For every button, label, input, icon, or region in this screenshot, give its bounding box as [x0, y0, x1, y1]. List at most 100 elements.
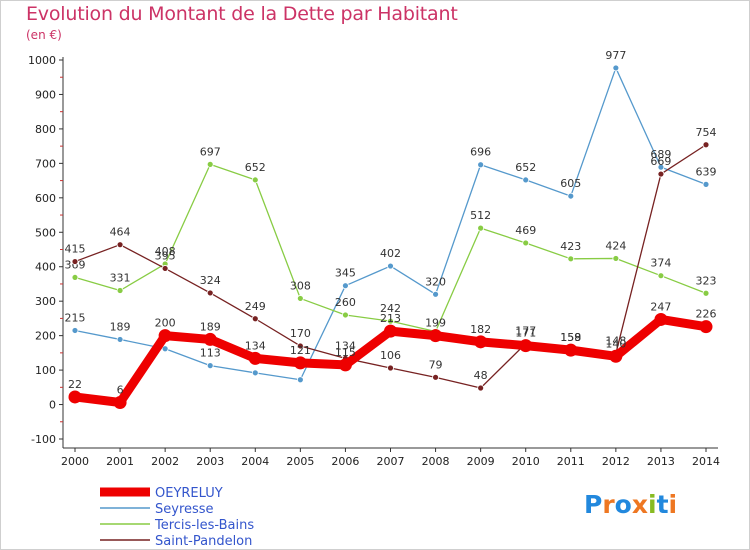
data-label: 48 — [474, 369, 488, 382]
logo-letter: i — [668, 490, 678, 519]
data-label: 669 — [650, 155, 671, 168]
data-label: 345 — [335, 267, 356, 280]
data-label: 242 — [380, 302, 401, 315]
data-point — [296, 376, 304, 384]
x-tick-label: 2011 — [557, 455, 585, 468]
data-label: 158 — [560, 331, 581, 344]
data-label: 247 — [650, 300, 671, 313]
data-label: 106 — [380, 349, 401, 362]
data-point — [477, 224, 485, 232]
x-tick-label: 2009 — [467, 455, 495, 468]
data-label: 189 — [110, 320, 131, 333]
data-point — [342, 282, 349, 290]
x-tick-label: 2004 — [241, 455, 269, 468]
data-label: 115 — [335, 346, 356, 359]
data-label: 182 — [470, 323, 491, 336]
data-point — [657, 170, 665, 178]
data-label: 213 — [380, 312, 401, 325]
data-point — [387, 317, 394, 325]
data-point — [567, 255, 575, 263]
data-point — [522, 239, 530, 247]
data-label: 79 — [429, 358, 443, 371]
y-tick-label: 200 — [35, 330, 56, 343]
data-label: 652 — [515, 161, 536, 174]
data-point — [206, 362, 214, 370]
data-label: 308 — [290, 279, 311, 292]
data-label: 199 — [425, 317, 446, 330]
proxiti-logo: Proxiti — [584, 490, 677, 519]
data-point — [477, 384, 485, 392]
data-point — [432, 290, 439, 298]
x-tick-label: 2000 — [61, 455, 89, 468]
y-tick-label: 0 — [49, 399, 56, 412]
y-tick-label: 900 — [35, 88, 56, 101]
data-point — [702, 289, 710, 297]
data-label: 140 — [605, 337, 626, 350]
logo-letter: i — [648, 490, 657, 519]
data-label: 402 — [380, 247, 401, 260]
data-label: 22 — [68, 378, 82, 391]
x-tick-label: 2002 — [151, 455, 179, 468]
data-point — [702, 180, 710, 188]
data-point — [654, 312, 668, 326]
data-label: 323 — [696, 274, 717, 287]
y-tick-label: 800 — [35, 123, 56, 136]
chart-title: Evolution du Montant de la Dette par Hab… — [26, 3, 458, 25]
data-point — [612, 255, 620, 262]
data-label: 652 — [245, 161, 266, 174]
data-point — [296, 295, 304, 302]
x-tick-label: 2001 — [106, 455, 134, 468]
data-label: 6 — [117, 383, 124, 396]
data-point — [702, 141, 710, 149]
data-label: 408 — [155, 245, 176, 258]
data-label: 177 — [515, 325, 536, 338]
data-label: 374 — [650, 257, 671, 270]
data-label: 215 — [65, 311, 86, 324]
y-tick-label: 500 — [35, 226, 56, 239]
y-tick-label: 1000 — [28, 54, 56, 67]
data-label: 148 — [605, 335, 626, 348]
data-point — [474, 335, 488, 349]
y-tick-label: 100 — [35, 364, 56, 377]
x-tick-label: 2005 — [286, 455, 314, 468]
data-point — [609, 349, 623, 363]
logo-letter: o — [614, 490, 632, 519]
data-label: 260 — [335, 296, 356, 309]
data-point — [293, 356, 307, 370]
data-point — [161, 345, 169, 353]
x-tick-label: 2012 — [602, 455, 630, 468]
data-point — [699, 320, 713, 334]
data-point — [203, 332, 217, 346]
x-tick-label: 2013 — [647, 455, 675, 468]
data-point — [158, 329, 172, 343]
data-point — [161, 265, 169, 272]
data-label: 189 — [200, 320, 221, 333]
data-label: 605 — [560, 177, 581, 190]
logo-letter: P — [584, 490, 603, 519]
data-point — [71, 274, 79, 281]
data-label: 423 — [560, 240, 581, 253]
data-label: 512 — [470, 209, 491, 222]
data-label: 689 — [650, 148, 671, 161]
y-tick-label: 700 — [35, 157, 56, 170]
data-label: 464 — [110, 226, 131, 239]
data-point — [68, 390, 82, 404]
data-point — [387, 262, 394, 270]
logo-letter: t — [656, 490, 669, 519]
data-label: 415 — [65, 243, 86, 256]
data-label: 249 — [245, 300, 266, 313]
legend-label: Saint-Pandelon — [155, 534, 252, 549]
data-point — [657, 272, 665, 280]
data-label: 113 — [200, 347, 221, 360]
logo-letter: x — [631, 490, 648, 519]
data-label: 226 — [696, 308, 717, 321]
data-point — [206, 289, 214, 297]
data-label: 121 — [290, 344, 311, 357]
data-point — [338, 358, 352, 372]
data-point — [116, 241, 124, 249]
y-tick-label: 600 — [35, 192, 56, 205]
data-point — [432, 373, 439, 381]
